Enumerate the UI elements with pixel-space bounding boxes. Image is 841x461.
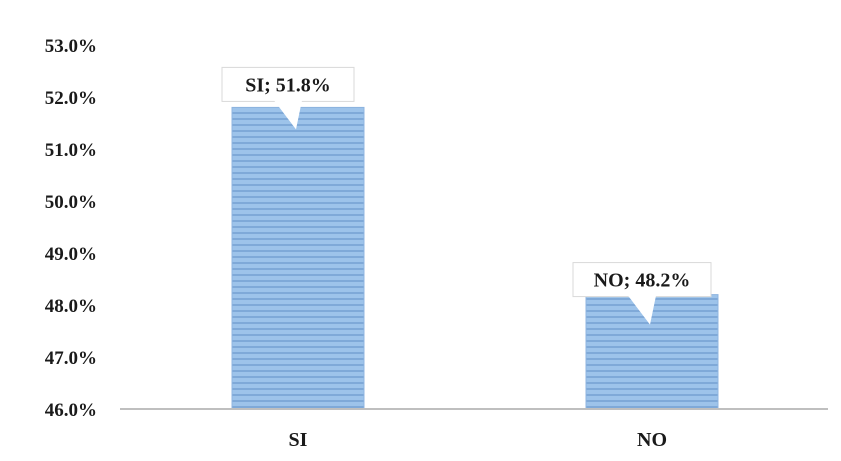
y-tick-label: 51.0% — [45, 140, 97, 161]
y-tick-label: 50.0% — [45, 192, 97, 213]
data-label-callout: SI; 51.8% — [221, 66, 355, 130]
y-axis-tick-labels: 46.0% 47.0% 48.0% 49.0% 50.0% 51.0% 52.0% 53.0% — [45, 36, 97, 421]
x-tick-label: SI — [289, 429, 308, 451]
x-axis-category-labels: SI NO — [289, 429, 667, 451]
callout-pointer — [628, 295, 656, 325]
x-tick-label: NO — [637, 429, 667, 451]
y-tick-label: 53.0% — [45, 36, 97, 57]
y-tick-label: 46.0% — [45, 400, 97, 421]
data-label-callouts: SI; 51.8% NO; 48.2% — [221, 66, 712, 325]
callout-box — [572, 262, 712, 298]
callout-pointer — [274, 100, 302, 130]
data-label: NO; 48.2% — [594, 270, 691, 292]
data-label: SI; 51.8% — [245, 74, 331, 96]
bar-si — [231, 106, 365, 410]
y-tick-label: 48.0% — [45, 296, 97, 317]
y-tick-label: 49.0% — [45, 244, 97, 265]
y-tick-label: 52.0% — [45, 88, 97, 109]
data-label-callout: NO; 48.2% — [572, 262, 712, 325]
callout-box — [221, 66, 355, 102]
bars — [231, 106, 719, 410]
y-tick-label: 47.0% — [45, 348, 97, 369]
